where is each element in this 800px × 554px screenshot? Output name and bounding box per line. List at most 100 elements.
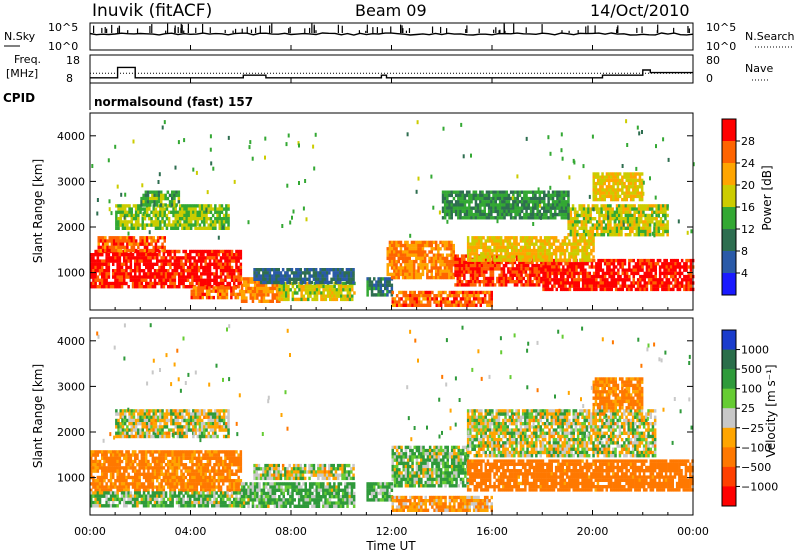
power-cell	[621, 262, 624, 266]
power-cell	[581, 271, 585, 276]
power-cell	[184, 256, 188, 260]
power-cell	[525, 200, 528, 204]
power-cell	[524, 273, 528, 277]
power-cell	[320, 291, 323, 295]
power-cell	[469, 276, 473, 281]
power-cell	[569, 213, 573, 218]
power-cell	[189, 217, 193, 221]
power-cell	[104, 245, 107, 250]
power-cell	[201, 295, 204, 300]
power-cell	[297, 274, 300, 278]
power-cell	[620, 233, 623, 237]
power-cell	[591, 233, 595, 237]
power-cell	[515, 276, 519, 281]
power-cell	[558, 200, 561, 204]
power-cell	[125, 275, 128, 279]
power-cell	[185, 207, 188, 211]
power-cell	[503, 203, 506, 207]
power-cell	[98, 253, 102, 257]
power-cell	[634, 178, 637, 183]
power-cell	[285, 297, 288, 302]
power-cell	[189, 285, 192, 289]
power-cell	[565, 248, 569, 253]
power-cell	[173, 278, 177, 282]
power-cell	[635, 226, 639, 230]
power-cell	[393, 275, 396, 280]
power-cell	[404, 272, 407, 277]
power-cell	[463, 206, 467, 210]
power-cell	[585, 210, 588, 214]
power-cell	[227, 220, 230, 224]
power-cell	[309, 288, 312, 292]
power-cell	[220, 204, 224, 208]
power-cell	[478, 264, 481, 268]
power-cell	[301, 280, 305, 285]
power-cell	[115, 236, 118, 240]
power-scatter-point	[532, 222, 535, 226]
power-cell	[126, 226, 129, 230]
power-cell	[169, 259, 172, 263]
power-cell	[270, 274, 274, 278]
power-cell	[406, 243, 409, 248]
power-cell	[278, 299, 281, 303]
power-cell	[585, 239, 589, 243]
power-cell	[307, 291, 310, 295]
power-cell	[235, 275, 238, 279]
power-cell	[553, 265, 556, 269]
power-cell	[426, 300, 430, 304]
power-cell	[540, 196, 544, 201]
power-cell	[304, 297, 308, 302]
power-cell	[230, 265, 234, 270]
power-cell	[450, 247, 453, 251]
power-cell	[454, 203, 458, 207]
power-cell	[454, 273, 457, 277]
power-cell	[282, 288, 286, 292]
power-cell	[631, 217, 634, 221]
power-cell	[175, 262, 179, 266]
power-cell	[667, 262, 671, 266]
power-cell	[399, 247, 403, 251]
power-cell	[637, 217, 641, 221]
velocity-cell	[96, 463, 100, 467]
power-cell	[112, 256, 115, 260]
power-cell	[486, 300, 489, 304]
power-cell	[249, 280, 252, 284]
power-cell	[119, 248, 122, 253]
power-cell	[546, 242, 549, 246]
power-cell	[632, 268, 635, 272]
power-cell	[503, 209, 506, 214]
power-cell	[304, 284, 308, 289]
power-cell	[491, 239, 494, 243]
power-cell	[161, 248, 164, 253]
power-cell	[458, 267, 462, 271]
power-cell	[237, 253, 240, 257]
power-cell	[226, 259, 229, 263]
power-cell	[393, 269, 396, 273]
power-cell	[558, 190, 561, 194]
power-cell	[130, 239, 133, 243]
power-cell	[548, 262, 552, 266]
power-cell	[638, 181, 642, 186]
power-cell	[157, 190, 161, 194]
power-scatter-point	[108, 199, 111, 204]
power-cell	[571, 223, 575, 227]
power-cell	[96, 262, 100, 266]
power-cell	[228, 262, 232, 266]
power-cell	[636, 265, 640, 269]
power-cell	[621, 181, 624, 186]
power-cell	[434, 269, 438, 273]
power-cell	[456, 270, 459, 274]
power-cell	[164, 196, 167, 201]
power-cell	[158, 281, 161, 286]
power-cell	[430, 247, 433, 251]
power-cell	[273, 277, 276, 281]
power-cell	[211, 256, 214, 260]
power-cell	[559, 252, 562, 256]
power-cell	[609, 229, 612, 234]
power-cell	[589, 229, 592, 234]
power-cell	[169, 265, 172, 270]
power-cell	[129, 265, 133, 270]
power-cell	[530, 255, 534, 259]
power-cell	[540, 264, 543, 268]
power-cell	[631, 213, 634, 218]
